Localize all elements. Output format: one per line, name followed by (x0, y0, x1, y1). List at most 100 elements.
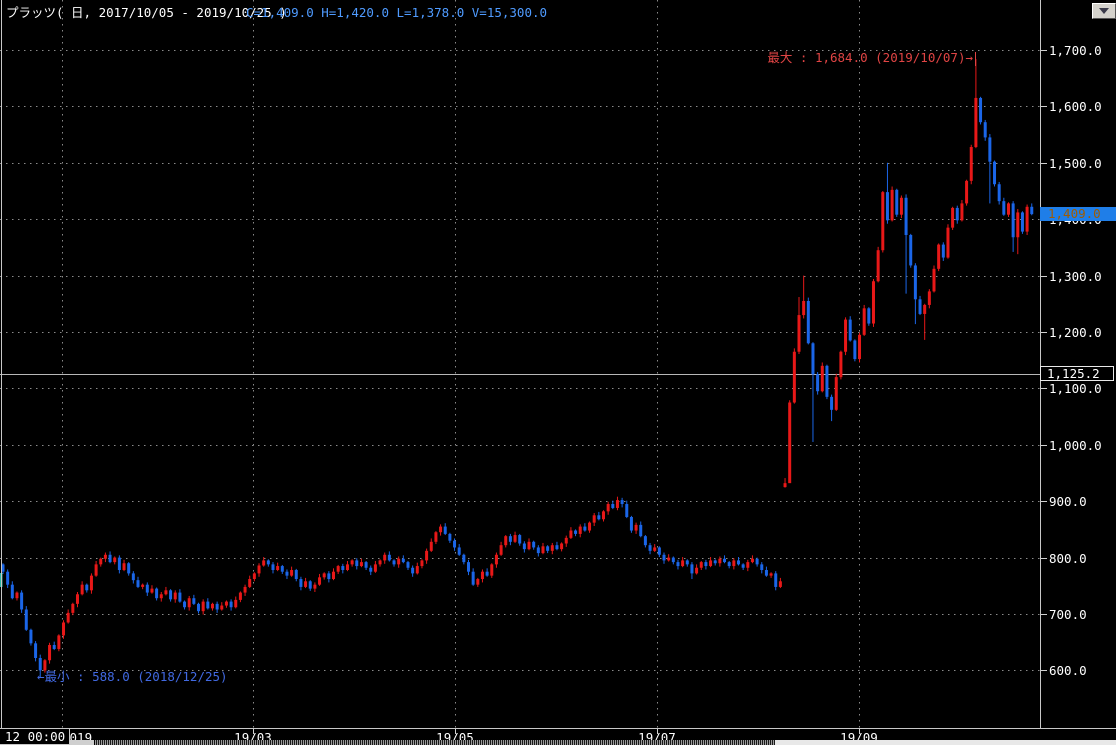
candle-body (266, 560, 270, 565)
candle-body (629, 516, 633, 531)
candle-body (434, 532, 438, 542)
y-axis-label: 900.0 (1049, 494, 1087, 510)
candle-body (676, 562, 680, 567)
candle-body (248, 579, 252, 587)
y-axis-label: 1,200.0 (1049, 325, 1102, 340)
candle-body (541, 546, 545, 554)
candle-body (1002, 201, 1006, 215)
candle-body (243, 586, 247, 593)
candle-body (355, 560, 359, 567)
candle-body (867, 308, 871, 324)
candle-body (476, 579, 480, 585)
candle-body (34, 643, 38, 658)
candle-body (532, 541, 536, 548)
candle-body (490, 564, 494, 576)
candle-body (462, 554, 466, 563)
candle-body (746, 562, 750, 568)
candle-body (695, 567, 699, 574)
candle-body (597, 515, 601, 520)
candle-body (606, 504, 610, 512)
candle-body (480, 571, 484, 580)
max-price-annotation: 最大 : 1,684.0 (2019/10/07)→ (767, 50, 973, 65)
candle-body (127, 563, 131, 574)
candle-body (443, 526, 447, 534)
candle-body (122, 563, 126, 571)
candle-body (15, 592, 19, 599)
candle-body (960, 203, 964, 221)
candle-body (103, 554, 107, 559)
y-axis-label: 800.0 (1049, 550, 1087, 566)
candle-body (802, 300, 806, 316)
candle-body (420, 560, 424, 567)
candle-body (536, 547, 540, 554)
candle-body (974, 97, 978, 148)
candle-body (494, 554, 498, 565)
candle-body (224, 601, 228, 606)
current-price-tag[interactable]: 1,409.0 (1040, 207, 1116, 222)
candle-body (648, 545, 652, 551)
candle-body (704, 562, 708, 567)
min-price-annotation: ←最小 : 588.0 (2018/12/25) (37, 669, 228, 684)
candle-body (383, 554, 387, 561)
y-axis-label: 1,000.0 (1049, 437, 1102, 453)
candle-body (145, 584, 149, 593)
candle-body (425, 550, 429, 561)
candle-body (332, 571, 336, 580)
candle-body (345, 564, 349, 571)
candle-body (10, 584, 14, 599)
candle-body (183, 601, 187, 608)
candle-body (215, 603, 219, 610)
candle-body (192, 598, 196, 604)
candle-body (946, 227, 950, 258)
candle-body (574, 530, 578, 534)
candle-body (778, 581, 782, 587)
candle-body (373, 564, 377, 572)
quote-info: C=1,409.0 H=1,420.0 L=1,378.0 V=15,300.0 (246, 5, 548, 20)
candle-body (941, 244, 945, 258)
candle-body (969, 147, 973, 181)
candle-body (588, 522, 592, 531)
scrollbar-track[interactable] (95, 740, 1116, 745)
candle-body (885, 192, 889, 221)
candle-body (467, 562, 470, 572)
candle-body (634, 524, 638, 531)
candle-body (713, 560, 717, 564)
candle-body (238, 592, 242, 600)
scrollbar-thumb[interactable] (775, 740, 1116, 745)
candle-body (862, 308, 866, 335)
horizontal-scrollbar[interactable] (0, 740, 1116, 745)
candle-body (797, 315, 801, 352)
candle-body (513, 535, 517, 542)
candle-body (881, 192, 885, 251)
candle-body (159, 594, 163, 599)
candle-body (518, 535, 522, 544)
candle-body (951, 207, 955, 228)
candle-body (327, 573, 331, 580)
candle-body (783, 483, 787, 488)
candle-body (220, 605, 224, 610)
candle-body (285, 571, 289, 576)
dropdown-button[interactable] (1092, 3, 1116, 19)
candle-body (57, 635, 61, 649)
candle-body (131, 573, 135, 581)
candle-body (141, 584, 145, 587)
candle-body (364, 562, 368, 568)
candle-body (904, 197, 908, 235)
candle-body (732, 560, 736, 567)
candle-body (397, 558, 401, 565)
candle-body (415, 566, 419, 574)
candle-body (187, 598, 191, 608)
candle-body (899, 197, 903, 215)
candle-body (322, 573, 326, 578)
candle-body (997, 184, 1001, 202)
candle-body (504, 536, 508, 546)
candle-body (918, 299, 922, 314)
candle-body (401, 558, 405, 563)
candle-body (625, 504, 629, 517)
candle-body (681, 560, 685, 567)
candle-body (611, 504, 615, 508)
candle-body (206, 601, 210, 609)
y-axis-label: 600.0 (1049, 663, 1087, 679)
candle-body (806, 300, 810, 344)
